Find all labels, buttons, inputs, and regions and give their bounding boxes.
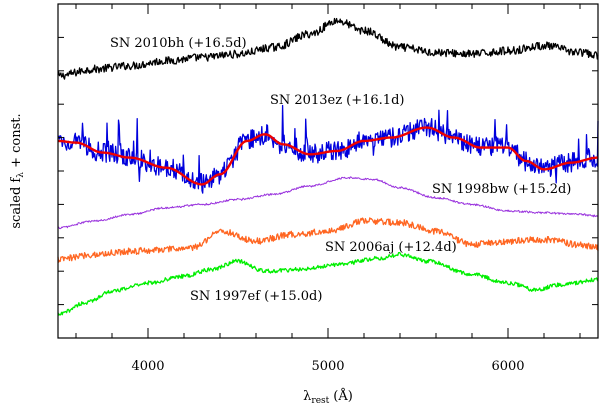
series-line-sn-2010bh [57, 17, 599, 80]
label-sn-2010bh: SN 2010bh (+16.5d) [110, 36, 247, 51]
x-axis-label: λrest (Å) [303, 388, 353, 406]
label-sn-1997ef: SN 1997ef (+15.0d) [190, 289, 322, 304]
x-tick-label-6000: 6000 [491, 359, 524, 374]
series-line-sn-2013ez-smoothed [57, 126, 599, 186]
series-line-sn-1997ef [57, 251, 599, 316]
label-sn-1998bw: SN 1998bw (+15.2d) [432, 182, 571, 197]
ticks-layer [58, 4, 598, 338]
x-tick-label-5000: 5000 [311, 359, 344, 374]
label-sn-2006aj: SN 2006aj (+12.4d) [325, 240, 457, 255]
label-sn-2013ez: SN 2013ez (+16.1d) [270, 93, 404, 108]
series-layer [57, 17, 599, 316]
series-line-sn-2006aj [57, 217, 599, 263]
series-line-sn-2013ez [57, 104, 599, 194]
x-tick-label-4000: 4000 [131, 359, 164, 374]
y-axis-label: scaled fλ + const. [9, 113, 26, 228]
series-line-sn-1998bw [58, 176, 599, 230]
